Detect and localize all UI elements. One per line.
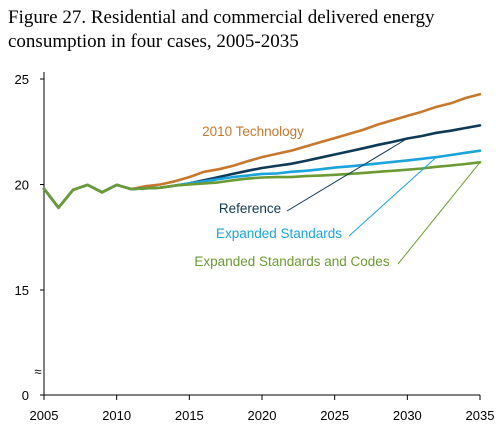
x-tick-label: 2015 — [175, 408, 204, 423]
leader-line-expanded-standards — [348, 156, 437, 237]
y-tick-label: 25 — [15, 72, 29, 87]
axis-break-symbol: ≈ — [34, 364, 41, 379]
series-label-2010-technology: 2010 Technology — [202, 124, 304, 139]
series-line-2010-technology — [42, 92, 482, 209]
series-label-expanded-standards: Expanded Standards — [216, 226, 342, 241]
series-label-expanded-standards-and-codes: Expanded Standards and Codes — [194, 254, 389, 269]
y-tick-label: 0 — [22, 388, 29, 403]
chart-title: Figure 27. Residential and commercial de… — [8, 7, 435, 52]
x-tick-label: 2005 — [30, 408, 59, 423]
leader-line-expanded-standards-and-codes — [397, 162, 481, 265]
x-tick-label: 2020 — [248, 408, 277, 423]
x-tick-label: 2025 — [320, 408, 349, 423]
y-tick-label: 20 — [15, 178, 29, 193]
y-tick-label: 15 — [15, 283, 29, 298]
leader-line-reference — [286, 138, 408, 212]
series-line-expanded-standards-and-codes — [42, 161, 482, 209]
series-line-expanded-standards — [42, 149, 482, 209]
series-label-reference: Reference — [219, 201, 281, 216]
x-tick-label: 2010 — [102, 408, 131, 423]
x-tick-label: 2035 — [466, 408, 495, 423]
x-tick-label: 2030 — [393, 408, 422, 423]
